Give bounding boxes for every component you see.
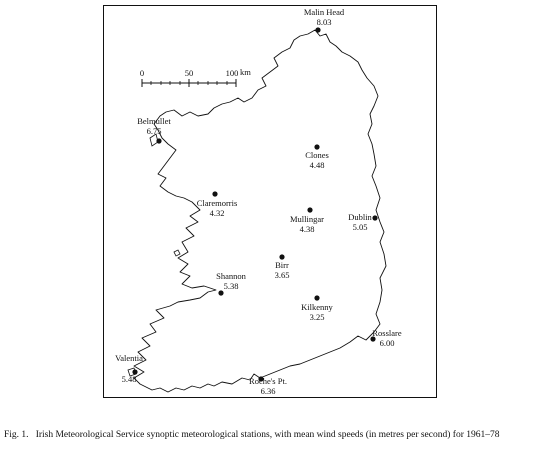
station-marker (279, 254, 285, 260)
station-name: Claremorris (197, 198, 238, 208)
station-value: 5.48 (122, 374, 137, 384)
station-name: Mullingar (290, 214, 324, 224)
station-name: Shannon (216, 271, 247, 281)
station-value: 6.75 (147, 126, 162, 136)
ireland-map: 0 50 100 km Malin Head 8.03 Belmullet 6.… (115, 7, 402, 396)
station-name: Belmullet (137, 116, 171, 126)
station-marker (314, 144, 320, 150)
caption-label: Fig. 1. (4, 430, 29, 440)
station-shannon: Shannon 5.38 (216, 271, 247, 296)
station-name: Clones (305, 150, 329, 160)
station-valentia: Valentia 5.48 (115, 353, 143, 384)
station-marker (370, 336, 376, 342)
station-value: 4.32 (210, 208, 225, 218)
caption-text: Irish Meteorological Service synoptic me… (35, 430, 500, 440)
station-rosslare: Rosslare 6.00 (370, 328, 402, 348)
station-value: 8.03 (317, 17, 332, 27)
station-value: 4.48 (310, 160, 325, 170)
station-value: 3.25 (310, 312, 325, 322)
station-name: Dublin (348, 212, 372, 222)
station-clones: Clones 4.48 (305, 144, 329, 170)
station-marker (212, 191, 218, 197)
station-kilkenny: Kilkenny 3.25 (301, 295, 334, 322)
scale-tick-0: 0 (140, 68, 144, 78)
island-aran (173, 249, 181, 257)
station-name: Birr (275, 260, 289, 270)
figure-caption: Fig. 1. Irish Meteorological Service syn… (4, 430, 532, 441)
station-roches-point: Roche's Pt. 6.36 (249, 376, 287, 396)
station-marker (307, 207, 313, 213)
station-malin-head: Malin Head 8.03 (304, 7, 345, 33)
station-marker (258, 376, 264, 382)
station-value: 6.36 (261, 386, 276, 396)
station-dublin: Dublin 5.05 (348, 212, 378, 232)
station-claremorris: Claremorris 4.32 (197, 191, 238, 218)
station-mullingar: Mullingar 4.38 (290, 207, 324, 234)
station-value: 5.38 (224, 281, 239, 291)
station-value: 5.05 (353, 222, 368, 232)
ireland-coastline (133, 29, 387, 393)
station-marker (372, 215, 378, 221)
station-name: Roche's Pt. (249, 376, 287, 386)
scale-bar: 0 50 100 km (140, 67, 251, 87)
map-frame: 0 50 100 km Malin Head 8.03 Belmullet 6.… (103, 5, 437, 398)
scale-unit: km (240, 67, 251, 77)
station-value: 6.00 (380, 338, 395, 348)
station-marker (315, 27, 321, 33)
station-name: Valentia (115, 353, 143, 363)
station-birr: Birr 3.65 (275, 254, 290, 280)
station-value: 4.38 (300, 224, 315, 234)
scale-tick-100: 100 (226, 68, 239, 78)
station-marker (314, 295, 320, 301)
station-name: Malin Head (304, 7, 345, 17)
station-value: 3.65 (275, 270, 290, 280)
station-name: Rosslare (372, 328, 402, 338)
station-marker (132, 369, 138, 375)
scale-tick-50: 50 (185, 68, 194, 78)
station-name: Kilkenny (301, 302, 333, 312)
station-marker (218, 290, 224, 296)
station-marker (156, 138, 162, 144)
station-belmullet: Belmullet 6.75 (137, 116, 171, 144)
